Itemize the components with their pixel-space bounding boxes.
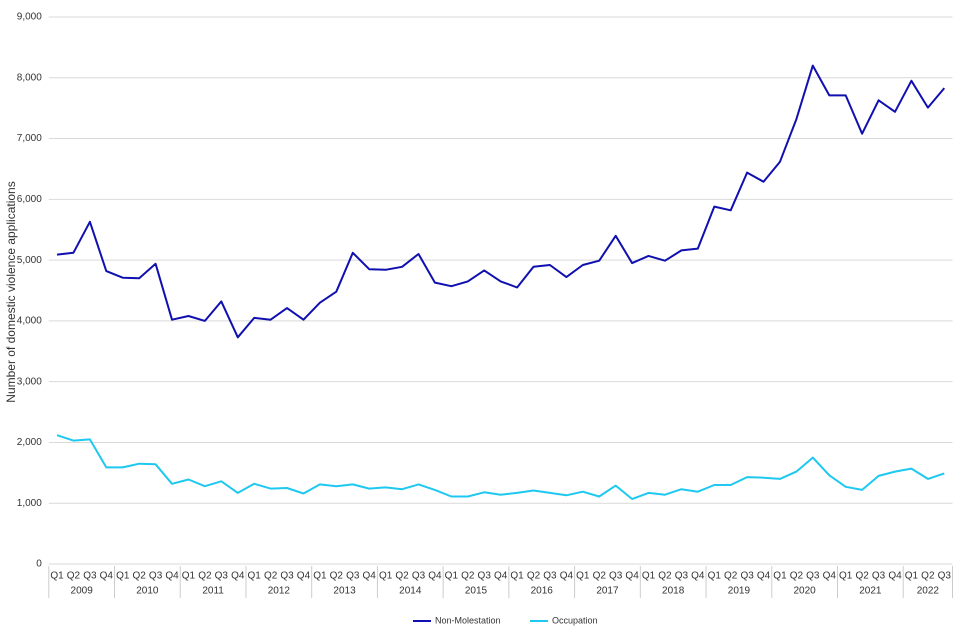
x-tick-label: Q2 [198,571,212,582]
x-tick-label: Q4 [231,571,245,582]
x-tick-label: Q3 [872,571,886,582]
x-tick-label: Q1 [708,571,722,582]
x-tick-label: Q3 [806,571,820,582]
x-tick-label: Q2 [67,571,81,582]
x-group-label: 2021 [859,586,882,597]
x-tick-label: Q2 [395,571,409,582]
x-tick-label: Q2 [461,571,475,582]
x-tick-label: Q3 [478,571,492,582]
x-tick-label: Q2 [527,571,541,582]
x-tick-label: Q3 [215,571,229,582]
x-tick-label: Q4 [757,571,771,582]
x-tick-label: Q3 [412,571,426,582]
y-axis-title: Number of domestic violence applications [4,181,18,402]
x-tick-label: Q4 [625,571,639,582]
x-tick-label: Q4 [888,571,902,582]
x-group-label: 2015 [465,586,488,597]
x-tick-label: Q3 [938,571,952,582]
x-tick-label: Q3 [280,571,294,582]
x-tick-label: Q2 [330,571,344,582]
x-tick-label: Q3 [83,571,97,582]
y-tick-label: 2,000 [17,437,42,448]
y-tick-label: 3,000 [17,376,42,387]
x-tick-label: Q1 [905,571,919,582]
y-tick-label: 9,000 [17,12,42,23]
x-group-label: 2010 [136,586,159,597]
x-tick-label: Q2 [264,571,278,582]
x-tick-label: Q4 [428,571,442,582]
y-tick-label: 5,000 [17,255,42,266]
x-tick-label: Q1 [313,571,327,582]
x-tick-label: Q1 [839,571,853,582]
x-group-label: 2013 [333,586,356,597]
x-tick-label: Q4 [691,571,705,582]
x-tick-label: Q4 [363,571,377,582]
x-tick-label: Q1 [50,571,64,582]
x-group-label: 2022 [917,586,940,597]
x-tick-label: Q4 [165,571,179,582]
x-group-label: 2017 [596,586,619,597]
x-tick-label: Q4 [494,571,508,582]
x-tick-label: Q3 [149,571,163,582]
legend-label: Non-Molestation [435,615,501,625]
legend-label: Occupation [552,615,598,625]
series-line [56,434,945,500]
x-tick-label: Q2 [132,571,146,582]
x-tick-label: Q4 [560,571,574,582]
x-tick-label: Q4 [297,571,311,582]
y-tick-label: 7,000 [17,133,42,144]
series-line [56,64,946,339]
y-tick-label: 8,000 [17,72,42,83]
x-group-label: 2016 [531,586,554,597]
x-tick-label: Q1 [773,571,787,582]
x-tick-label: Q1 [379,571,393,582]
x-tick-label: Q1 [248,571,262,582]
x-tick-label: Q2 [855,571,869,582]
x-tick-label: Q4 [823,571,837,582]
x-group-label: 2009 [71,586,94,597]
y-tick-label: 1,000 [17,498,42,509]
x-tick-label: Q4 [100,571,114,582]
x-group-label: 2019 [728,586,751,597]
x-tick-label: Q1 [116,571,130,582]
x-tick-label: Q3 [609,571,623,582]
x-group-label: 2018 [662,586,685,597]
x-tick-label: Q1 [642,571,656,582]
x-tick-label: Q1 [445,571,459,582]
x-group-label: 2011 [202,586,224,597]
x-tick-label: Q2 [921,571,935,582]
y-tick-label: 4,000 [17,316,42,327]
x-tick-label: Q3 [740,571,754,582]
y-tick-label: 0 [36,559,42,570]
x-tick-label: Q2 [658,571,672,582]
x-tick-label: Q1 [182,571,196,582]
x-tick-label: Q3 [675,571,689,582]
x-tick-label: Q2 [724,571,738,582]
x-tick-label: Q2 [593,571,607,582]
x-group-label: 2020 [793,586,816,597]
x-group-label: 2014 [399,586,422,597]
x-tick-label: Q1 [576,571,590,582]
x-group-label: 2012 [268,586,291,597]
y-tick-label: 6,000 [17,194,42,205]
x-tick-label: Q3 [346,571,360,582]
x-tick-label: Q2 [790,571,804,582]
x-tick-label: Q3 [543,571,557,582]
x-tick-label: Q1 [510,571,524,582]
